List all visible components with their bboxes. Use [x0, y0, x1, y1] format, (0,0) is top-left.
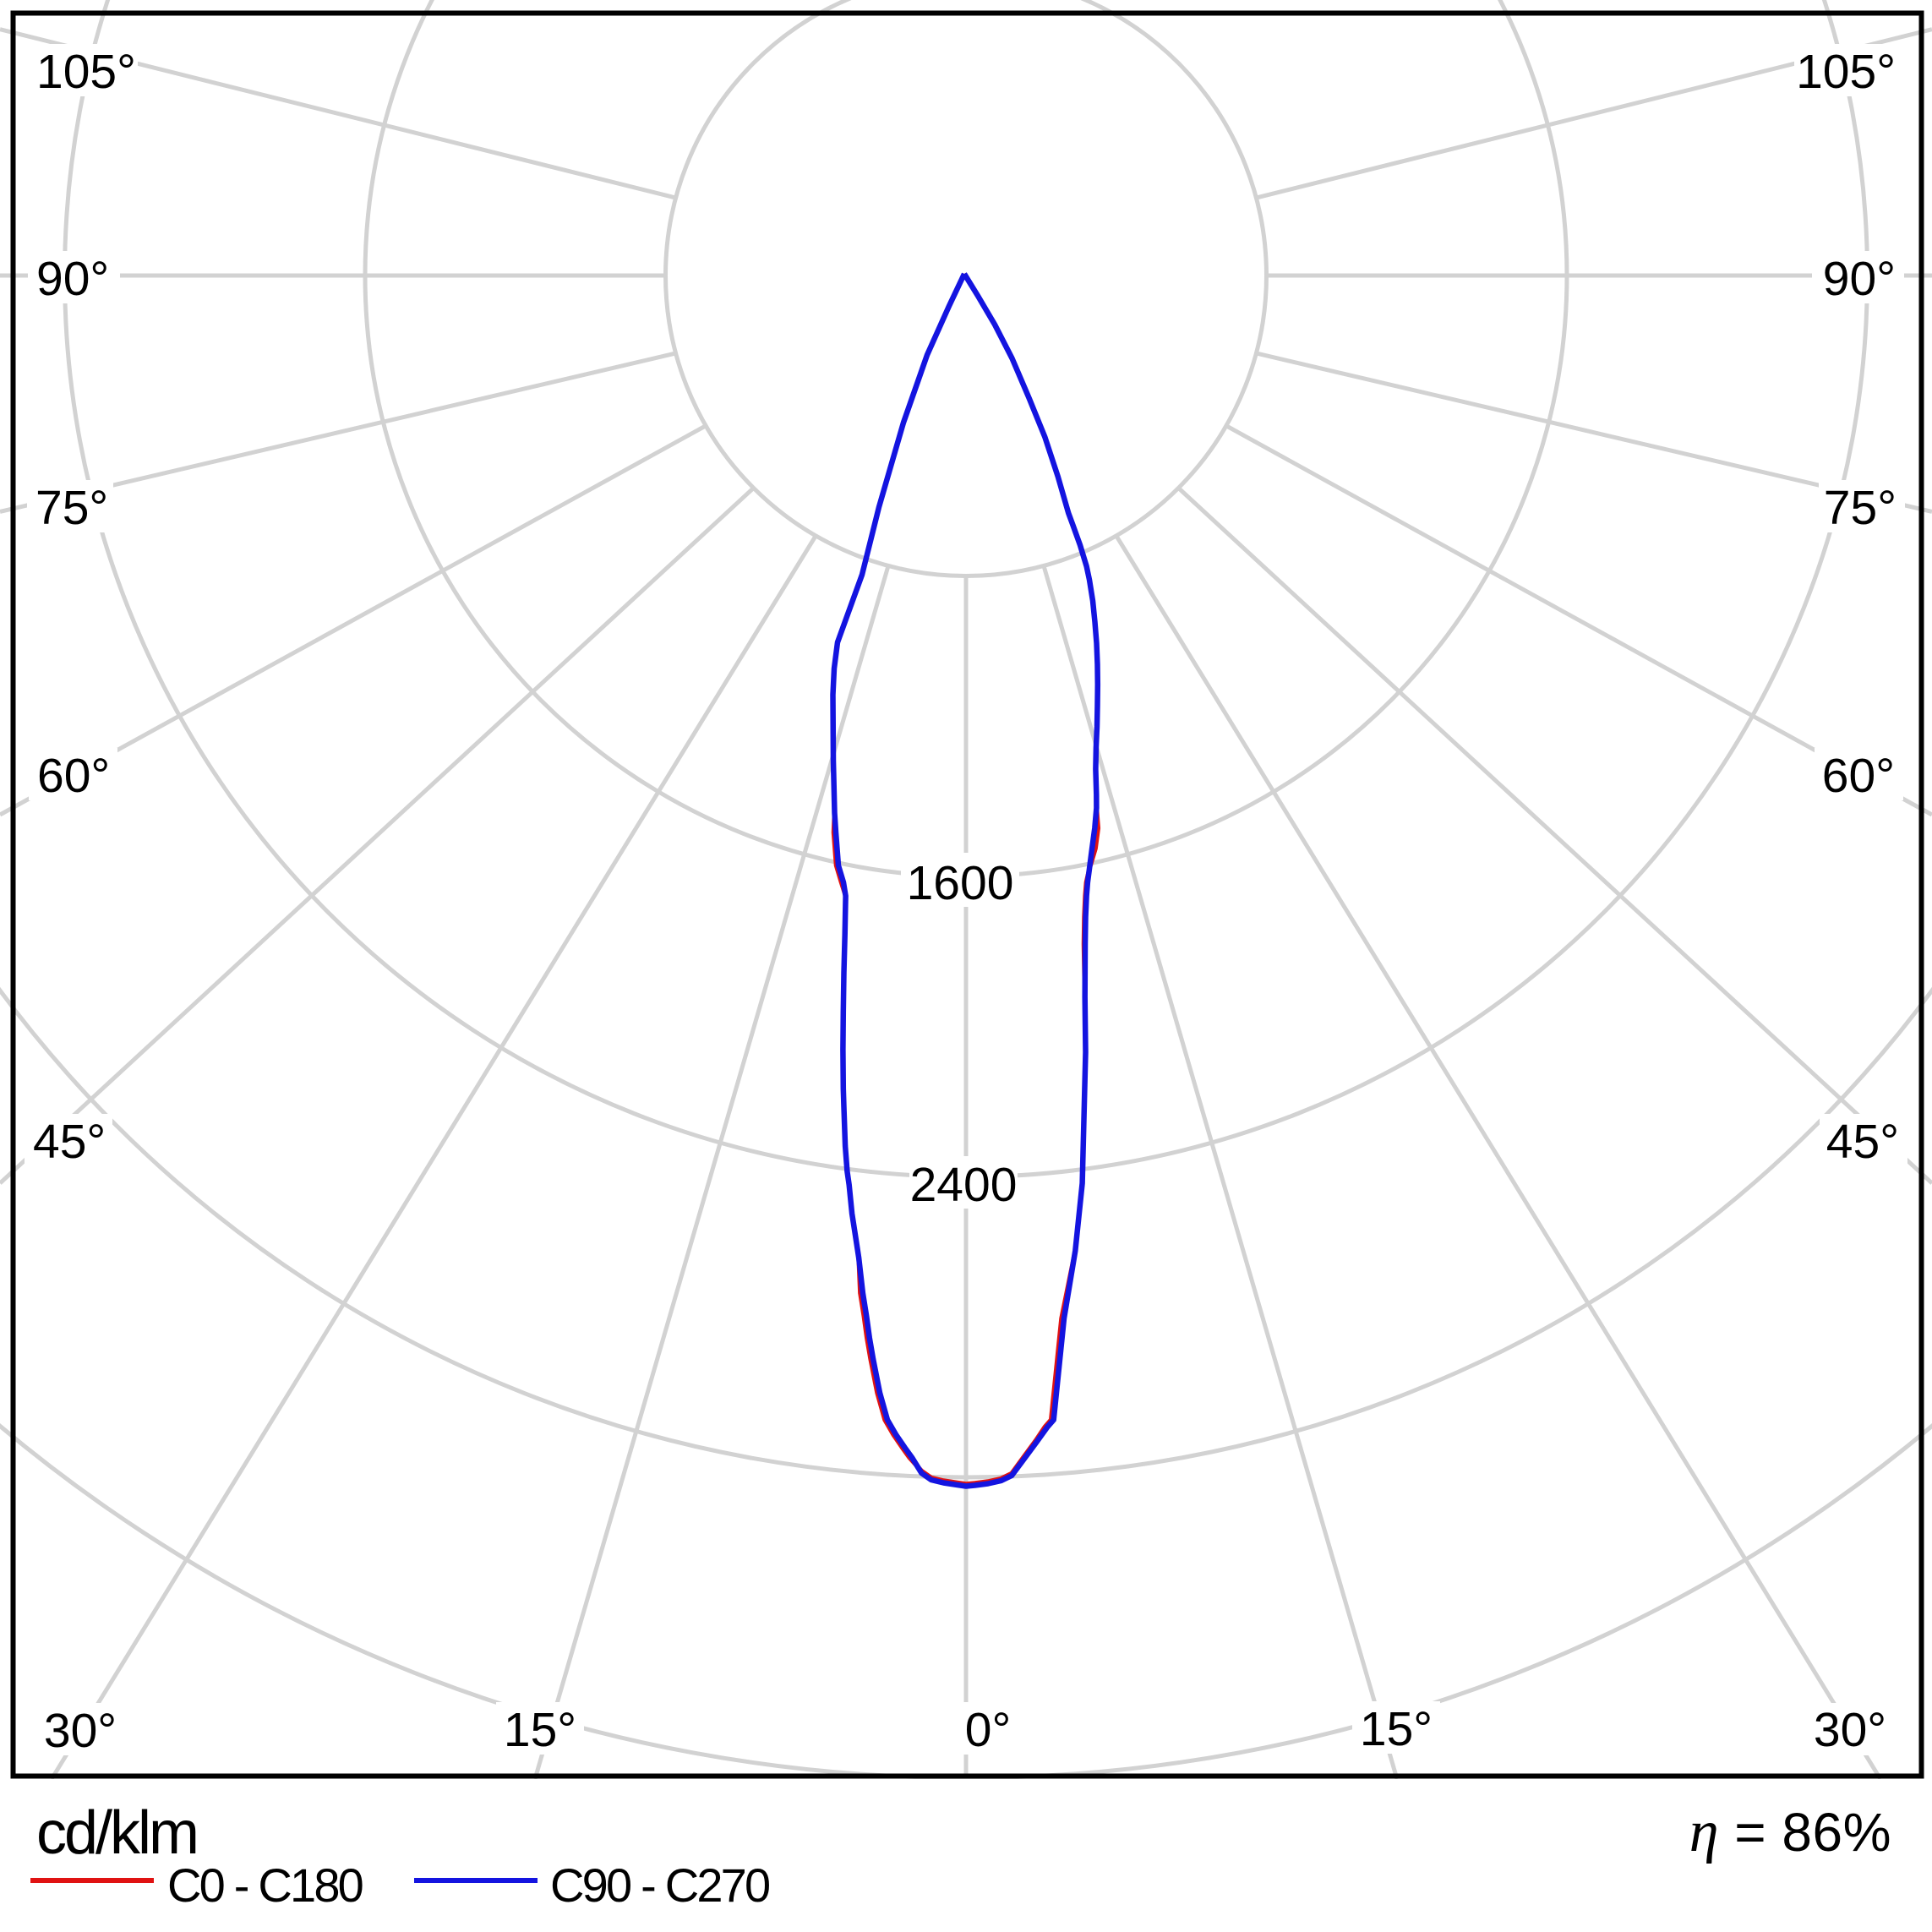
- svg-text:C90 - C270: C90 - C270: [550, 1858, 769, 1912]
- svg-text:90°: 90°: [1823, 252, 1896, 306]
- svg-text:75°: 75°: [1824, 481, 1897, 535]
- svg-text:15°: 15°: [504, 1703, 576, 1757]
- svg-text:2400: 2400: [910, 1158, 1018, 1212]
- svg-text:60°: 60°: [1822, 749, 1895, 803]
- svg-text:45°: 45°: [33, 1115, 106, 1169]
- svg-text:45°: 45°: [1826, 1115, 1899, 1169]
- svg-text:30°: 30°: [1814, 1703, 1886, 1757]
- svg-text:0°: 0°: [965, 1703, 1012, 1757]
- svg-text:60°: 60°: [37, 749, 110, 803]
- svg-text:C0 - C180: C0 - C180: [167, 1858, 363, 1912]
- svg-text:cd/klm: cd/klm: [36, 1799, 197, 1867]
- svg-text:30°: 30°: [44, 1704, 117, 1758]
- svg-text:105°: 105°: [36, 45, 136, 99]
- svg-text:15°: 15°: [1360, 1702, 1433, 1756]
- svg-text:η = 86%: η = 86%: [1689, 1799, 1891, 1864]
- svg-text:105°: 105°: [1796, 45, 1896, 99]
- svg-text:1600: 1600: [907, 856, 1014, 910]
- svg-text:75°: 75°: [35, 481, 108, 535]
- svg-text:90°: 90°: [36, 252, 109, 306]
